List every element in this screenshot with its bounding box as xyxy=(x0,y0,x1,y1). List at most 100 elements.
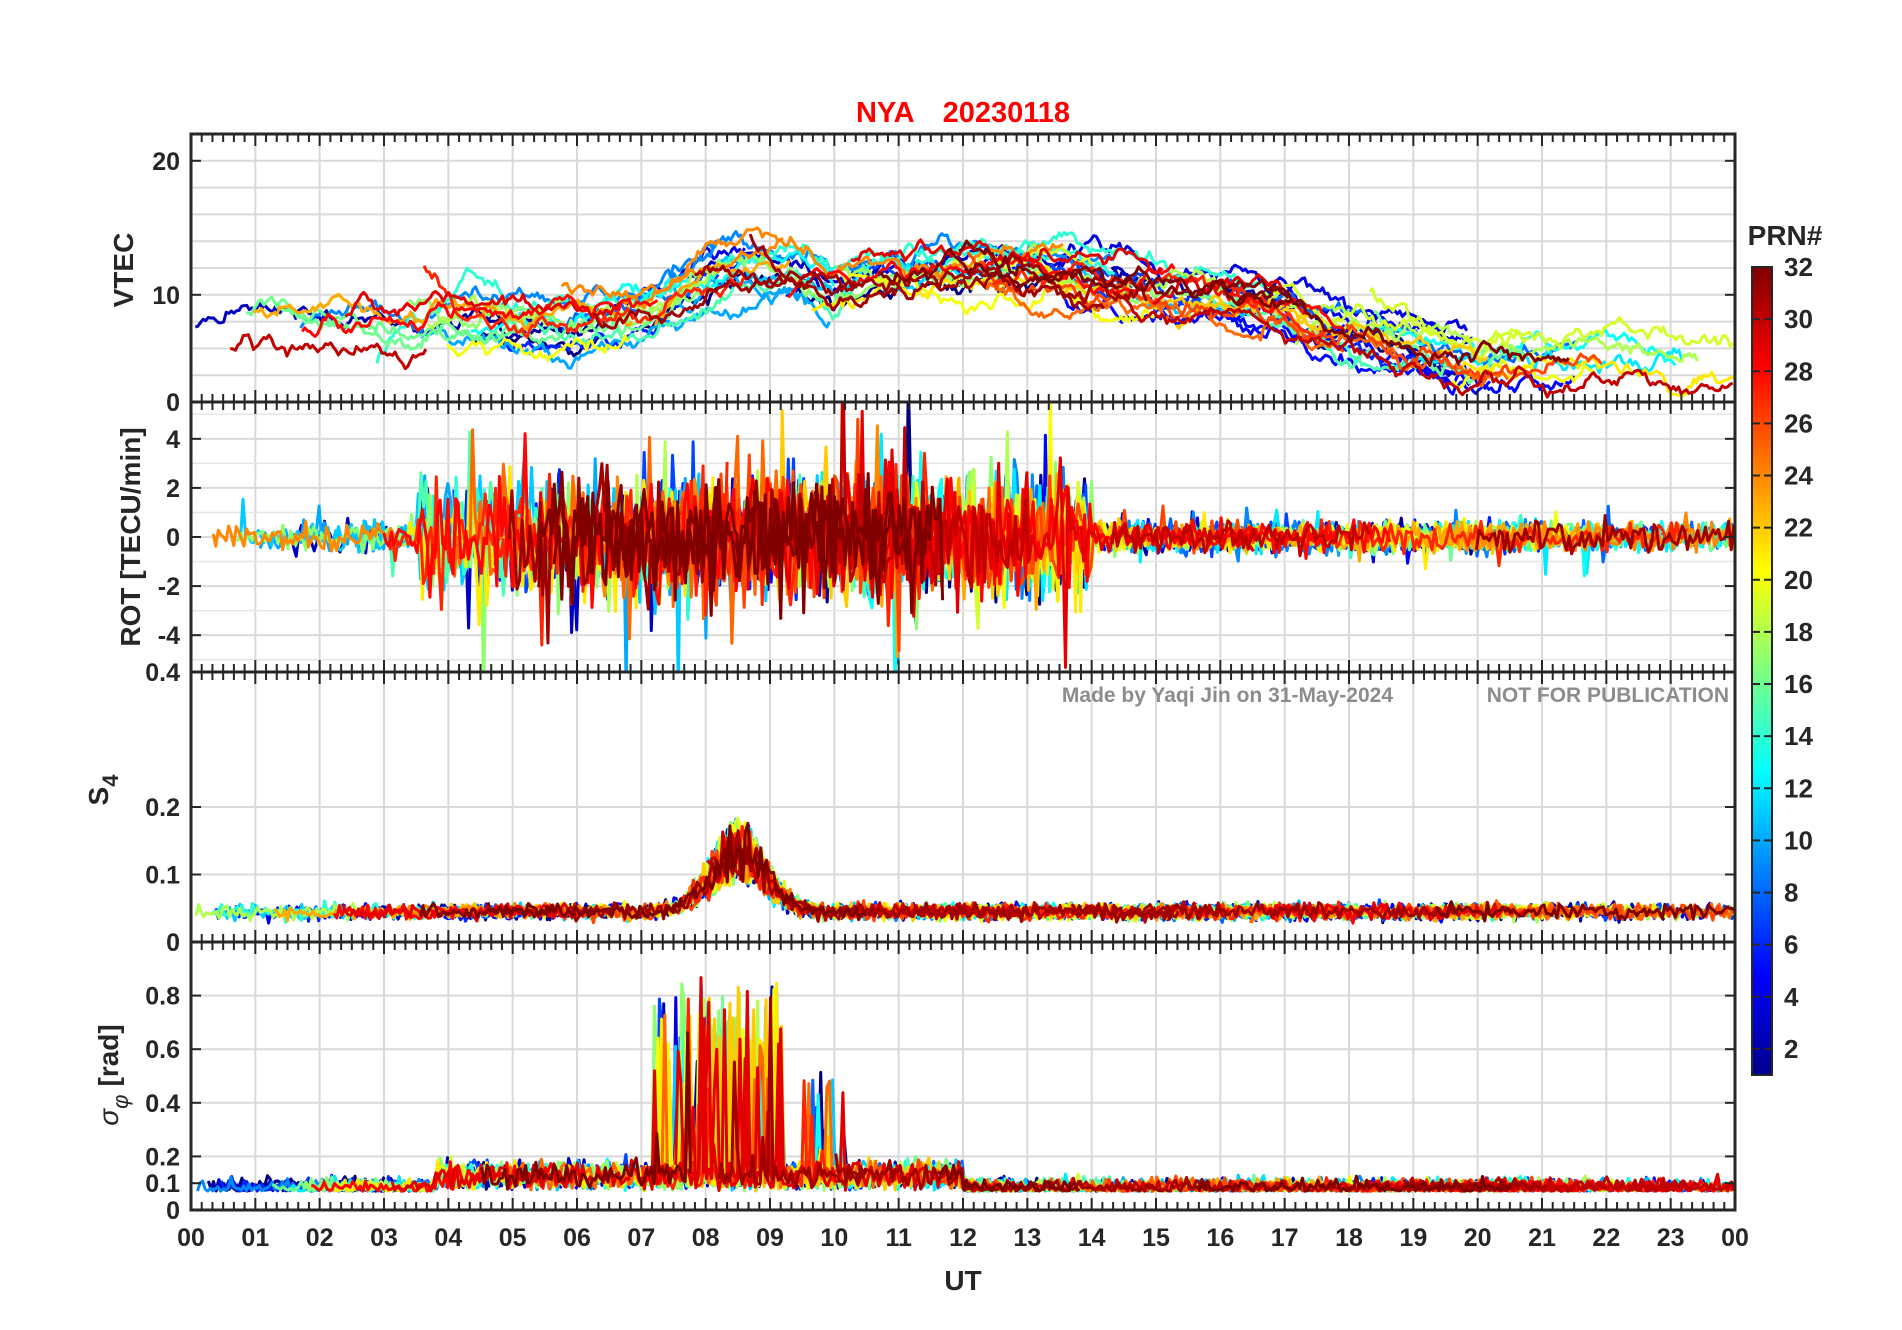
x-tick-label: 14 xyxy=(1078,1224,1106,1252)
sigphi-series-prn-32 xyxy=(480,1031,692,1191)
colorbar-tick-label: 28 xyxy=(1784,356,1813,386)
vtec-series-prn-24 xyxy=(560,226,784,310)
sigphi-y-axis-label: σφ [rad] xyxy=(93,1024,133,1125)
colorbar-tick-label: 30 xyxy=(1784,304,1813,334)
rot-x-ticks xyxy=(190,402,1736,672)
sigphi-y-tick-label: 0.6 xyxy=(145,1036,180,1064)
s4-label-main: S xyxy=(83,787,114,806)
watermark-author: Made by Yaqi Jin on 31-May-2024 xyxy=(1062,684,1393,707)
rot-y-tick-labels: -4 -2 0 2 4 xyxy=(158,426,1735,650)
vtec-series-prn-28 xyxy=(300,293,659,338)
s4-x-ticks xyxy=(190,672,1736,942)
x-tick-label: 10 xyxy=(820,1224,848,1252)
rot-top-tick-label: 0 xyxy=(166,389,180,417)
colorbar-tick-label: 14 xyxy=(1784,721,1813,751)
s4-y-tick-label: 0.1 xyxy=(145,862,180,890)
x-tick-label: 05 xyxy=(499,1224,527,1252)
rot-series-prn-32 xyxy=(552,478,945,615)
vtec-series-prn-32 xyxy=(877,247,1307,307)
s4-y-tick-label: 0.2 xyxy=(145,794,180,822)
colorbar-tick-label: 8 xyxy=(1784,878,1798,908)
vtec-y-tick-labels: 10 20 xyxy=(152,148,1735,310)
colorbar-tick-label: 2 xyxy=(1784,1034,1798,1064)
s4-y-axis-label: S4 xyxy=(83,774,123,806)
sigphi-bottom-tick-label: 0 xyxy=(166,1197,180,1225)
colorbar-tick-label: 22 xyxy=(1784,513,1813,543)
x-tick-label: 22 xyxy=(1592,1224,1620,1252)
x-tick-label: 03 xyxy=(370,1224,398,1252)
s4-label-sub: 4 xyxy=(98,774,123,787)
sigphi-y-tick-labels: 0.10.2 0.4 0.6 0.8 xyxy=(145,983,1735,1198)
x-tick-label: 04 xyxy=(434,1224,462,1252)
x-tick-label: 08 xyxy=(692,1224,720,1252)
colorbar-gradient xyxy=(1751,266,1773,1076)
vtec-series-prn-30 xyxy=(1112,291,1439,380)
colorbar-tick-label: 20 xyxy=(1784,565,1813,595)
vtec-series-prn-30 xyxy=(1438,365,1734,399)
x-tick-label: 00 xyxy=(177,1224,205,1252)
colorbar-tick-label: 4 xyxy=(1784,982,1799,1012)
vtec-series-prn-20 xyxy=(446,334,630,362)
sigphi-y-tick-label: 0.8 xyxy=(145,983,180,1011)
vtec-series-prn-3 xyxy=(194,302,344,329)
sigphi-y-tick-label: 0.4 xyxy=(145,1090,180,1118)
vtec-y-tick-label: 20 xyxy=(152,148,180,176)
vtec-series-prn-19 xyxy=(1368,287,1734,351)
rot-y-tick-label: 4 xyxy=(166,426,180,454)
sigphi-label-sub: φ xyxy=(108,1094,133,1108)
sigphi-series-prn-32 xyxy=(937,1163,1081,1193)
panel-rot: -4 -2 0 2 4 0 ROT [TECU/min] xyxy=(115,389,1737,674)
vtec-series-prn-31 xyxy=(748,233,1148,312)
x-tick-label: 09 xyxy=(756,1224,784,1252)
vtec-y-axis-label: VTEC xyxy=(108,233,139,308)
sigphi-y-tick-label: 0.2 xyxy=(145,1143,180,1171)
x-tick-label: 06 xyxy=(563,1224,591,1252)
colorbar-tick-label: 18 xyxy=(1784,617,1813,647)
s4-series-lines xyxy=(194,816,1735,925)
x-tick-label: 13 xyxy=(1013,1224,1041,1252)
x-tick-label: 16 xyxy=(1206,1224,1234,1252)
x-axis-label: UT xyxy=(944,1265,981,1296)
vtec-series-prn-27 xyxy=(422,265,745,339)
vtec-series-prn-26 xyxy=(966,251,1345,354)
sigphi-series-prn-28 xyxy=(310,1160,578,1193)
vtec-series-prn-13 xyxy=(1366,324,1677,367)
rot-y-tick-label: 2 xyxy=(166,475,180,503)
s4-top-tick-label: 0.4 xyxy=(145,659,180,687)
sigphi-top-tick-label: 0 xyxy=(166,929,180,957)
panel-sigphi: 0.10.2 0.4 0.6 0.8 0 0 σφ [rad] xyxy=(93,929,1737,1225)
panel-vtec: 10 20 VTEC xyxy=(108,132,1737,404)
sigphi-series-prn-31 xyxy=(717,996,868,1190)
vtec-series-prn-29 xyxy=(344,290,622,319)
rot-series-lines xyxy=(211,402,1735,672)
colorbar-tick-label: 32 xyxy=(1784,252,1813,282)
colorbar-tick-label: 26 xyxy=(1784,408,1813,438)
vtec-series-prn-17 xyxy=(407,286,714,334)
s4-series-prn-31 xyxy=(734,833,1180,924)
rot-series-prn-31 xyxy=(1474,514,1735,556)
colorbar-tick-label: 6 xyxy=(1784,930,1798,960)
x-tick-label: 19 xyxy=(1399,1224,1427,1252)
rot-y-tick-label: -2 xyxy=(158,573,180,601)
panel-s4: 0.1 0.2 0.4 S4 Made by Yaqi Jin on 31-May… xyxy=(83,659,1737,944)
vtec-y-tick-label: 10 xyxy=(152,282,180,310)
x-axis-tick-labels: 00 01 02 03 04 05 06 07 08 09 10 11 12 13 14 15 16 17 18 19… xyxy=(177,1224,1749,1252)
vtec-series-lines xyxy=(194,226,1735,399)
s4-y-tick-labels: 0.1 0.2 xyxy=(145,794,1735,890)
rot-series-prn-24 xyxy=(211,519,398,553)
x-tick-label: 12 xyxy=(949,1224,977,1252)
watermark-notice: NOT FOR PUBLICATION xyxy=(1487,684,1729,707)
colorbar-tick-label: 10 xyxy=(1784,825,1813,855)
x-tick-label: 11 xyxy=(885,1224,912,1252)
sigphi-series-prn-29 xyxy=(674,1008,1010,1193)
rot-y-axis-label: ROT [TECU/min] xyxy=(115,427,146,646)
vtec-series-prn-19 xyxy=(1271,282,1530,360)
s4-grid xyxy=(191,672,1735,942)
sigphi-label-unit: [rad] xyxy=(93,1024,124,1086)
x-tick-label: 01 xyxy=(241,1224,269,1252)
s4-series-prn-31 xyxy=(1070,901,1456,922)
s4-series-prn-32 xyxy=(486,821,868,922)
x-tick-label: 02 xyxy=(306,1224,334,1252)
